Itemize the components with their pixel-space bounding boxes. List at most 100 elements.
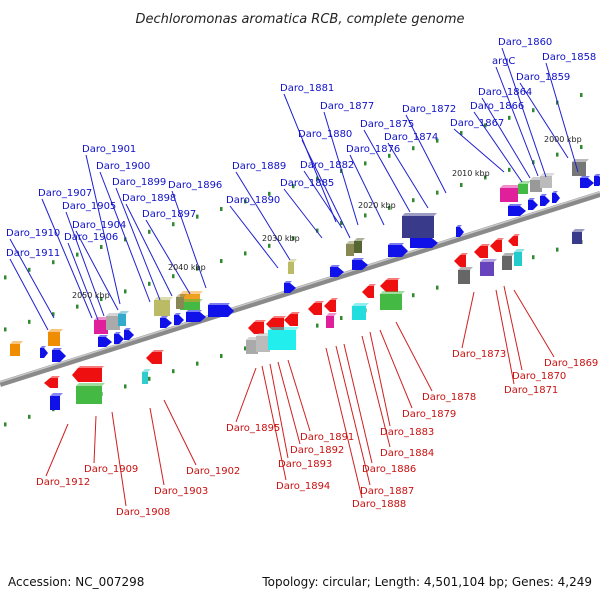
gene-arrow-forward [594,176,600,186]
leader-line-reverse [45,423,69,477]
tick-dot [580,145,583,150]
gene-box [402,216,434,238]
gene-arrow-shade [314,301,324,303]
gene-arrow-reverse [454,255,466,267]
leader-line-forward [519,82,569,159]
leader-line-reverse [395,321,433,392]
tick-dot [388,205,391,210]
gene-arrow-shade [388,243,404,245]
gene-box [180,302,200,310]
gene-arrow-shade [52,348,62,350]
leader-line-forward [473,111,523,183]
gene-arrow-shade [552,191,558,193]
leader-line-reverse [503,285,523,371]
gene-box [10,344,20,356]
gene-box [326,316,334,328]
gene-box [76,386,102,404]
gene-label-reverse: Daro_1886 [362,464,416,475]
leader-line-forward [41,198,93,319]
gene-arrow-forward [186,312,206,322]
gene-box [288,262,294,274]
gene-label-reverse: Daro_1891 [300,432,354,443]
tick-dot [436,138,439,143]
gene-arrow-reverse [44,378,58,388]
gene-arrow-shade [174,313,181,315]
tick-dot [76,304,79,309]
tick-dot [268,191,271,196]
tick-dot [148,376,151,381]
tick-dot [316,323,319,328]
gene-box [514,252,522,266]
leader-line-forward [495,66,539,177]
gene-box-shade [354,238,365,241]
gene-box [118,314,126,326]
gene-box-shade [572,229,585,232]
gene-box-shade [518,181,531,184]
gene-box [530,180,542,192]
scale-label: 2030 kbp [262,234,300,243]
gene-arrow-forward [352,260,368,270]
tick-dot [124,237,127,242]
gene-label-forward: Daro_1877 [320,101,374,112]
leader-line-forward [545,62,579,173]
gene-box-shade [540,173,555,176]
tick-dot [292,184,295,189]
tick-dot [532,255,535,260]
gene-label-reverse: Daro_1883 [380,427,434,438]
gene-label-reverse: Daro_1892 [290,445,344,456]
tick-dot [316,228,319,233]
gene-arrow-forward [508,206,526,216]
gene-box [380,294,402,310]
gene-label-forward: Daro_1898 [122,193,176,204]
tick-dot [52,312,55,317]
gene-arrow-shade [50,376,60,378]
gene-label-forward: Daro_1890 [226,195,280,206]
gene-arrow-reverse [380,280,398,292]
scale-labels: 2000 kbp 2010 kbp 2020 kbp 2030 kbp 2040 kbp… [72,135,582,300]
tick-dot [268,243,271,248]
gene-box-shade [380,291,405,294]
accession-text: Accession: NC_007298 [8,575,144,589]
gene-label-forward: Daro_1876 [346,144,400,155]
gene-label-forward: Daro_1904 [72,220,126,231]
gene-arrow-reverse [490,240,502,252]
tick-dot [100,245,103,250]
gene-label-reverse: Daro_1908 [116,507,170,518]
tick-dot [4,327,7,332]
gene-label-forward: argC [492,56,515,67]
leader-line-forward [75,230,119,311]
gene-features [10,159,600,410]
genome-backbone [0,191,600,387]
gene-label-forward: Daro_1901 [82,144,136,155]
gene-label-forward: Daro_1899 [112,177,166,188]
gene-arrow-forward [52,350,66,362]
tick-dot [292,236,295,241]
gene-label-reverse: Daro_1871 [504,385,558,396]
gene-arrow-forward [528,200,538,210]
gene-label-forward: Daro_1875 [360,119,414,130]
gene-arrow-shade [124,328,131,330]
gene-box [352,306,366,320]
leader-line-reverse [111,411,127,507]
leader-line-reverse [277,361,301,445]
gene-box [106,316,120,330]
tick-dot [340,316,343,321]
leader-line-forward [67,242,99,321]
gene-arrow-shade [40,346,46,348]
genome-backbone-highlight [0,191,600,383]
leader-line-forward [323,111,359,226]
gene-label-reverse: Daro_1888 [352,499,406,510]
tick-dot [556,152,559,157]
tick-dot [412,198,415,203]
tick-dot [484,123,487,128]
gene-arrow-shade [352,258,364,260]
gene-label-reverse: Daro_1894 [276,481,330,492]
gene-arrow-shade [456,225,462,227]
leader-line-forward [99,171,151,303]
leader-line-reverse [325,347,363,499]
gene-label-forward: Daro_1858 [542,52,596,63]
gene-label-reverse: Daro_1912 [36,477,90,488]
gene-arrow-shade [480,244,490,246]
gene-arrow-shade [284,281,292,283]
leader-line-forward [301,139,351,239]
